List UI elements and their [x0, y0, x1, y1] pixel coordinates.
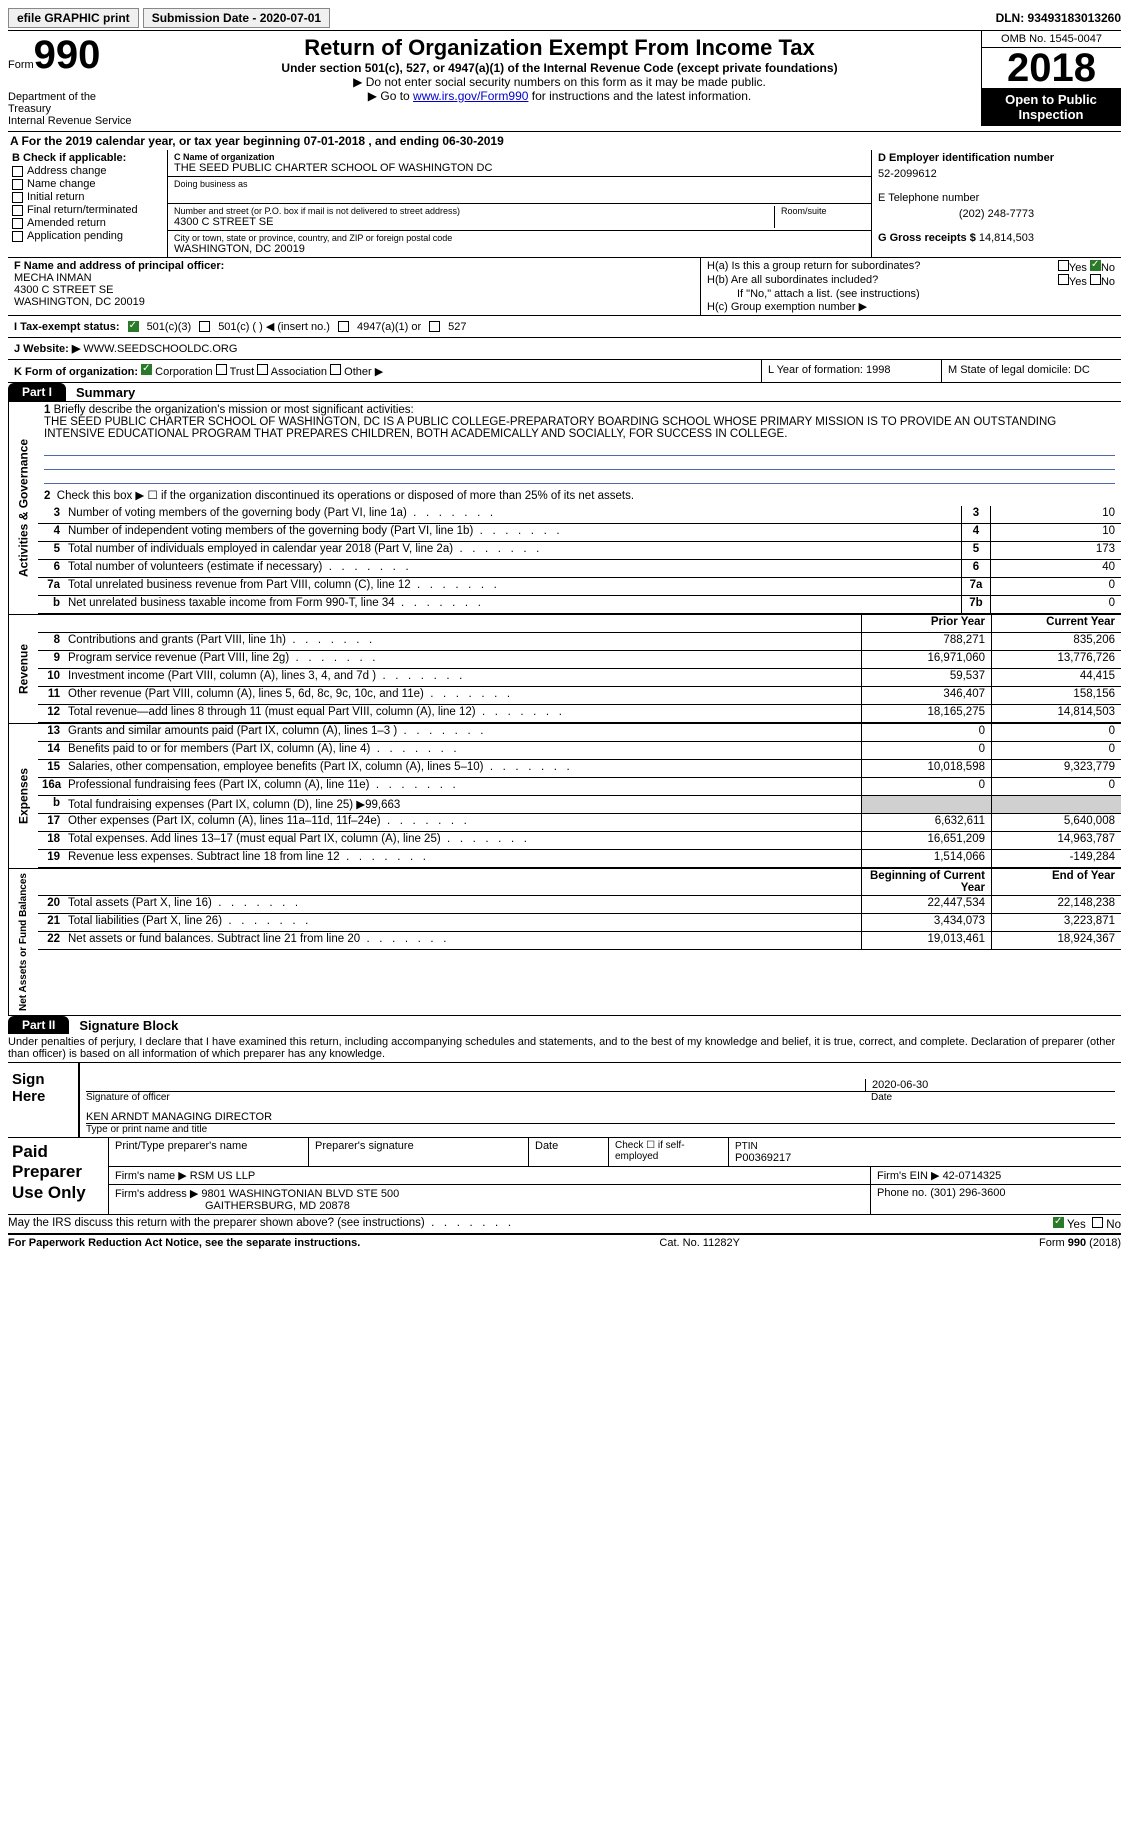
chk-501c[interactable]: [199, 321, 210, 332]
mission-text: THE SEED PUBLIC CHARTER SCHOOL OF WASHIN…: [44, 416, 1056, 440]
summary-expenses: Expenses 13Grants and similar amounts pa…: [8, 723, 1121, 868]
chk-address-change[interactable]: [12, 166, 23, 177]
chk-ha-yes[interactable]: [1058, 260, 1069, 271]
table-row: 5Total number of individuals employed in…: [38, 542, 1121, 560]
ein: 52-2099612: [878, 168, 1115, 180]
table-row: bNet unrelated business taxable income f…: [38, 596, 1121, 614]
table-row: 16aProfessional fundraising fees (Part I…: [38, 778, 1121, 796]
ptin: P00369217: [735, 1152, 791, 1164]
website: WWW.SEEDSCHOOLDC.ORG: [83, 343, 237, 355]
firm-address: 9801 WASHINGTONIAN BLVD STE 500: [201, 1188, 399, 1200]
paid-preparer-block: Paid Preparer Use Only Print/Type prepar…: [8, 1137, 1121, 1214]
perjury-text: Under penalties of perjury, I declare th…: [8, 1034, 1121, 1063]
table-row: bTotal fundraising expenses (Part IX, co…: [38, 796, 1121, 814]
chk-527[interactable]: [429, 321, 440, 332]
note-2: ▶ Go to www.irs.gov/Form990 for instruct…: [142, 89, 977, 103]
form-prefix: Form: [8, 59, 34, 71]
firm-phone: (301) 296-3600: [930, 1187, 1005, 1199]
street-address: 4300 C STREET SE: [174, 216, 774, 228]
table-row: 13Grants and similar amounts paid (Part …: [38, 724, 1121, 742]
chk-name-change[interactable]: [12, 179, 23, 190]
chk-amended[interactable]: [12, 218, 23, 229]
firm-name: RSM US LLP: [190, 1170, 255, 1182]
officer-printed-name: KEN ARNDT MANAGING DIRECTOR: [86, 1111, 1115, 1124]
table-row: 17Other expenses (Part IX, column (A), l…: [38, 814, 1121, 832]
entity-info-grid: B Check if applicable: Address change Na…: [8, 150, 1121, 258]
sig-date: 2020-06-30: [865, 1079, 1115, 1091]
table-row: 9Program service revenue (Part VIII, lin…: [38, 651, 1121, 669]
summary-governance: Activities & Governance 1 Briefly descri…: [8, 401, 1121, 614]
part-1-header: Part I Summary: [8, 383, 1121, 401]
subtitle: Under section 501(c), 527, or 4947(a)(1)…: [142, 61, 977, 75]
table-row: 15Salaries, other compensation, employee…: [38, 760, 1121, 778]
table-row: 12Total revenue—add lines 8 through 11 (…: [38, 705, 1121, 723]
chk-assoc[interactable]: [257, 364, 268, 375]
form-header: Form990 Department of the Treasury Inter…: [8, 31, 1121, 131]
page-title: Return of Organization Exempt From Incom…: [142, 35, 977, 61]
table-row: 3Number of voting members of the governi…: [38, 506, 1121, 524]
chk-discuss-yes[interactable]: [1053, 1217, 1064, 1228]
table-row: 6Total number of volunteers (estimate if…: [38, 560, 1121, 578]
table-row: 8Contributions and grants (Part VIII, li…: [38, 633, 1121, 651]
table-row: 4Number of independent voting members of…: [38, 524, 1121, 542]
table-row: 22Net assets or fund balances. Subtract …: [38, 932, 1121, 950]
top-bar: efile GRAPHIC print Submission Date - 20…: [8, 8, 1121, 31]
row-a-tax-year: A For the 2019 calendar year, or tax yea…: [8, 131, 1121, 150]
form-number: 990: [34, 33, 101, 77]
chk-501c3[interactable]: [128, 321, 139, 332]
row-i-tax-status: I Tax-exempt status: 501(c)(3) 501(c) ( …: [8, 316, 1121, 338]
year-formation: L Year of formation: 1998: [761, 360, 941, 382]
chk-final-return[interactable]: [12, 205, 23, 216]
table-row: 19Revenue less expenses. Subtract line 1…: [38, 850, 1121, 868]
discuss-row: May the IRS discuss this return with the…: [8, 1214, 1121, 1235]
table-row: 10Investment income (Part VIII, column (…: [38, 669, 1121, 687]
chk-corp[interactable]: [141, 364, 152, 375]
dept-label: Department of the Treasury Internal Reve…: [8, 91, 136, 127]
officer-name: MECHA INMAN: [14, 272, 694, 284]
table-row: 7aTotal unrelated business revenue from …: [38, 578, 1121, 596]
box-b: B Check if applicable: Address change Na…: [8, 150, 168, 257]
summary-revenue: Revenue Prior Year Current Year 8Contrib…: [8, 614, 1121, 723]
row-j: J Website: ▶ WWW.SEEDSCHOOLDC.ORG: [8, 338, 1121, 360]
table-row: 18Total expenses. Add lines 13–17 (must …: [38, 832, 1121, 850]
table-row: 14Benefits paid to or for members (Part …: [38, 742, 1121, 760]
table-row: 20Total assets (Part X, line 16)22,447,5…: [38, 896, 1121, 914]
chk-hb-no[interactable]: [1090, 274, 1101, 285]
box-d-e-g: D Employer identification number 52-2099…: [871, 150, 1121, 257]
chk-ha-no[interactable]: [1090, 260, 1101, 271]
chk-initial-return[interactable]: [12, 192, 23, 203]
state-domicile: M State of legal domicile: DC: [941, 360, 1121, 382]
tax-year: 2018: [981, 48, 1121, 88]
efile-button[interactable]: efile GRAPHIC print: [8, 8, 139, 28]
open-inspection: Open to Public Inspection: [981, 88, 1121, 126]
chk-hb-yes[interactable]: [1058, 274, 1069, 285]
table-row: 11Other revenue (Part VIII, column (A), …: [38, 687, 1121, 705]
irs-link[interactable]: www.irs.gov/Form990: [413, 89, 528, 103]
gross-receipts: 14,814,503: [979, 232, 1034, 244]
chk-discuss-no[interactable]: [1092, 1217, 1103, 1228]
org-name: THE SEED PUBLIC CHARTER SCHOOL OF WASHIN…: [174, 162, 865, 174]
footer: For Paperwork Reduction Act Notice, see …: [8, 1235, 1121, 1249]
chk-app-pending[interactable]: [12, 231, 23, 242]
table-row: 21Total liabilities (Part X, line 26)3,4…: [38, 914, 1121, 932]
chk-other[interactable]: [330, 364, 341, 375]
row-klm: K Form of organization: Corporation Trus…: [8, 360, 1121, 383]
firm-ein: 42-0714325: [943, 1170, 1002, 1182]
note-1: ▶ Do not enter social security numbers o…: [142, 75, 977, 89]
dln: DLN: 93493183013260: [996, 11, 1121, 25]
city-state-zip: WASHINGTON, DC 20019: [174, 243, 865, 255]
summary-netassets: Net Assets or Fund Balances Beginning of…: [8, 868, 1121, 1016]
part-2-header: Part II Signature Block: [8, 1016, 1121, 1034]
chk-4947[interactable]: [338, 321, 349, 332]
section-f-h: F Name and address of principal officer:…: [8, 258, 1121, 316]
submission-date: Submission Date - 2020-07-01: [143, 8, 330, 28]
telephone: (202) 248-7773: [878, 208, 1115, 220]
chk-trust[interactable]: [216, 364, 227, 375]
box-c: C Name of organization THE SEED PUBLIC C…: [168, 150, 871, 257]
sign-here-block: Sign Here 2020-06-30 Signature of office…: [8, 1063, 1121, 1137]
